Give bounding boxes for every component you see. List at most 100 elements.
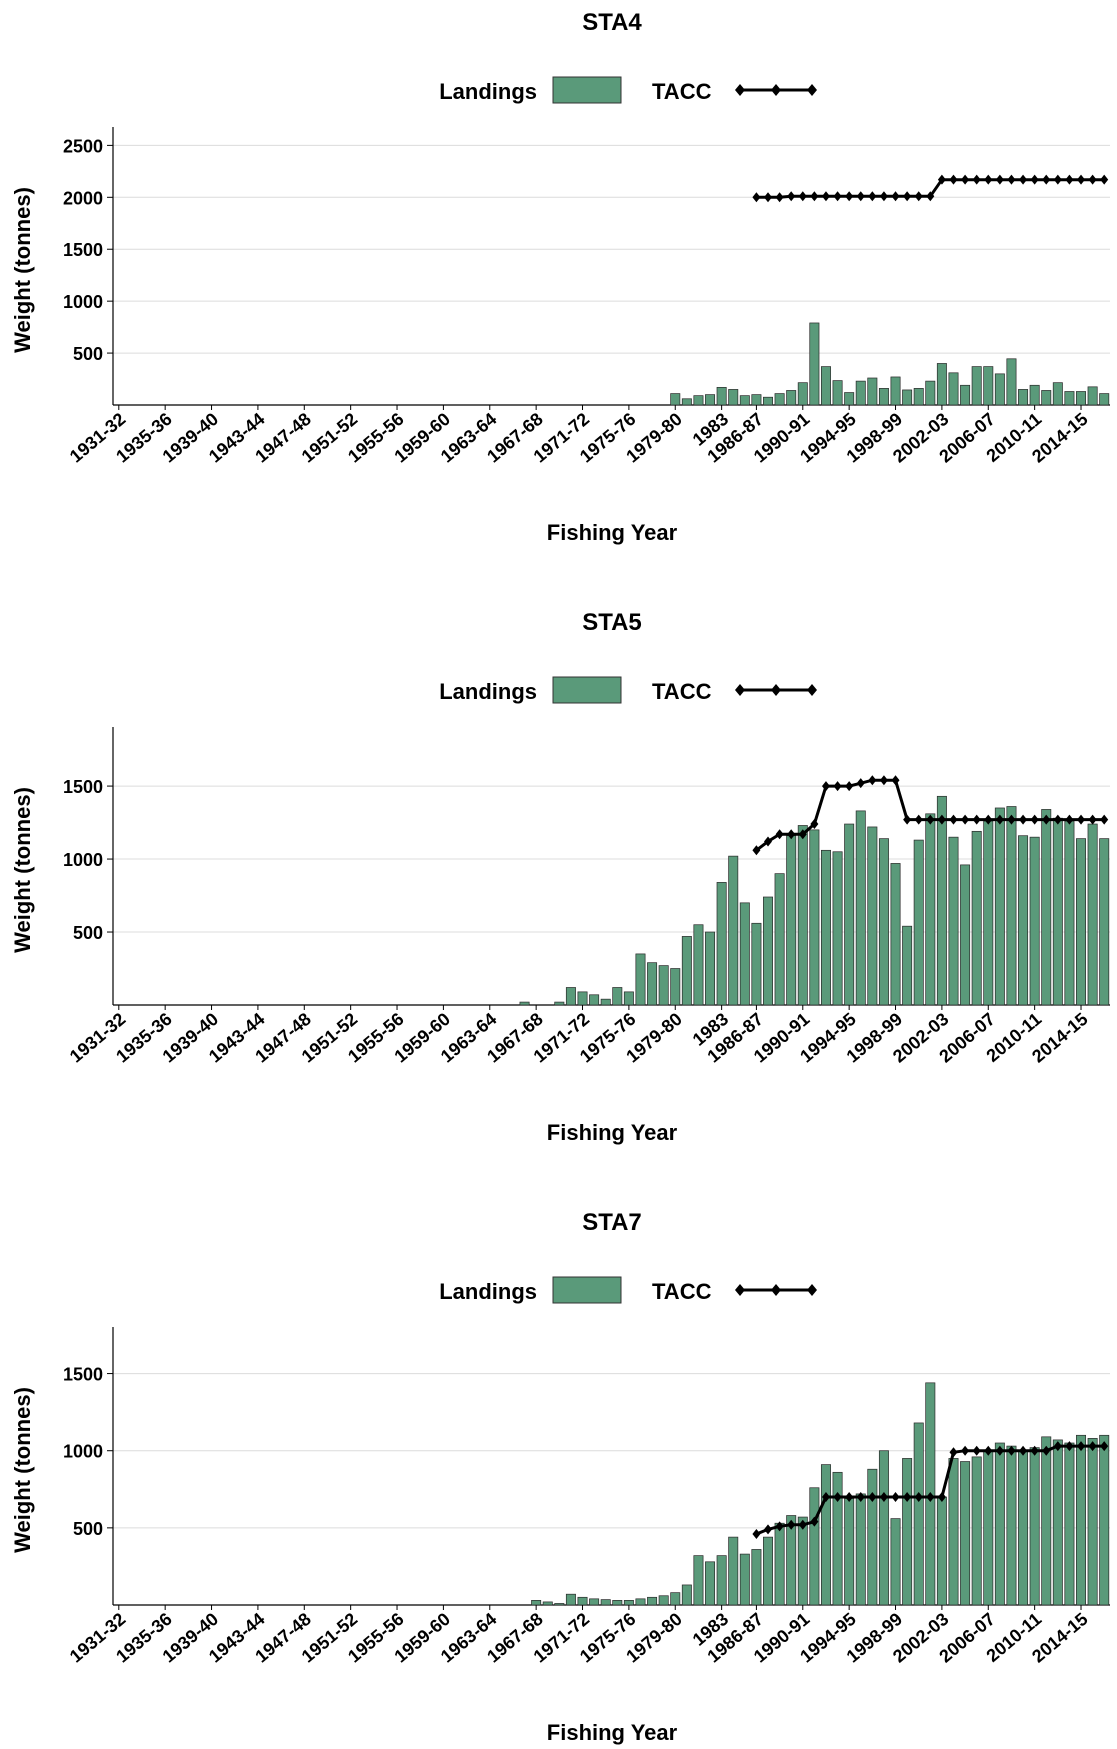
legend-marker-tacc [771,1284,781,1296]
tacc-line [752,775,1109,856]
bar-landings [670,1592,681,1606]
tacc-point [984,1445,993,1456]
legend-marker-tacc [735,684,745,696]
bar-landings [902,1458,913,1606]
bar-landings [600,998,611,1006]
bar-landings [890,376,901,406]
bar-landings [1052,382,1063,406]
bar-landings [797,382,808,406]
x-axis-label: Fishing Year [547,520,678,545]
tacc-point [1053,174,1062,185]
bar-landings [1087,823,1098,1006]
bar-landings [902,389,913,406]
bar-landings [1041,1436,1052,1606]
tacc-point [1042,1445,1051,1456]
legend-label-landings: Landings [439,679,537,704]
bar-landings [902,925,913,1006]
bar-landings [971,366,982,406]
tacc-point [787,829,796,840]
y-tick-label: 2000 [63,188,103,208]
bar-landings [890,1518,901,1606]
bar-landings [913,839,924,1006]
bar-landings [774,1522,785,1606]
tacc-point [775,829,784,840]
tacc-point [1019,174,1028,185]
tacc-point [891,1492,900,1502]
bar-landings [786,390,797,406]
bar-landings [1064,391,1075,406]
bar-landings [763,396,773,406]
tacc-point [1042,174,1051,185]
tacc-point [1007,1445,1016,1456]
tacc-point [891,191,900,202]
legend-label-landings: Landings [439,79,537,104]
legend-label-landings: Landings [439,1279,537,1304]
tacc-point [856,778,865,789]
tacc-point [775,1521,784,1532]
tacc-point [821,191,830,202]
bar-landings [1041,390,1052,406]
bar-landings [878,1450,889,1606]
bar-landings [531,1600,542,1606]
bar-landings [739,395,750,406]
bar-landings [716,882,727,1006]
tacc-point [845,1492,854,1502]
tacc-point [1019,814,1028,825]
chart-title: STA4 [582,9,642,36]
bar-landings [786,1515,797,1606]
tacc-point [868,1492,877,1502]
tacc-point [1053,814,1062,825]
bar-landings [1041,809,1052,1006]
tacc-point [845,781,854,792]
bar-landings [1029,384,1040,406]
bar-landings [589,1598,600,1606]
tacc-point [821,1492,830,1502]
legend: Landings TACC [439,1276,817,1304]
tacc-point [879,191,888,202]
bar-landings [716,386,727,406]
tacc-point [833,191,842,202]
y-axis-label: Weight (tonnes) [10,187,35,353]
y-tick-label: 500 [73,923,103,943]
tacc-point [937,1492,946,1502]
bar-landings [797,825,808,1006]
tacc-point [1030,1445,1039,1456]
bar-landings [809,322,820,406]
bar-landings [994,807,1005,1006]
legend-marker-tacc [771,684,781,696]
tacc-point [972,814,981,825]
tacc-point [961,174,970,185]
bar-landings [647,962,658,1006]
tacc-point [984,814,993,825]
y-tick-label: 1000 [63,292,103,312]
x-axis-label: Fishing Year [547,1720,678,1745]
bar-landings [1087,386,1098,406]
tacc-point [810,819,819,830]
bar-landings [948,836,959,1006]
tacc-point [868,191,877,202]
legend-swatch-landings [552,76,622,104]
bar-landings [855,810,866,1006]
bar-landings [716,1555,727,1606]
bar-landings [565,1593,576,1606]
tacc-point [1042,814,1051,825]
bar-landings [960,864,971,1006]
tacc-point [914,1492,923,1502]
legend: Landings TACC [439,676,817,704]
bar-landings [670,393,681,406]
tacc-point [1019,1445,1028,1456]
bar-landings [1064,820,1075,1006]
bar-landings [1087,1438,1098,1606]
tacc-point [1088,814,1097,825]
bar-landings [855,380,866,406]
tacc-line [752,1441,1109,1540]
y-tick-label: 1000 [63,850,103,870]
bar-landings [658,1595,669,1606]
tacc-point [1100,174,1109,185]
bar-landings [867,826,878,1006]
bar-landings [960,1461,971,1606]
bar-landings [635,953,646,1006]
bar-landings [890,863,901,1006]
